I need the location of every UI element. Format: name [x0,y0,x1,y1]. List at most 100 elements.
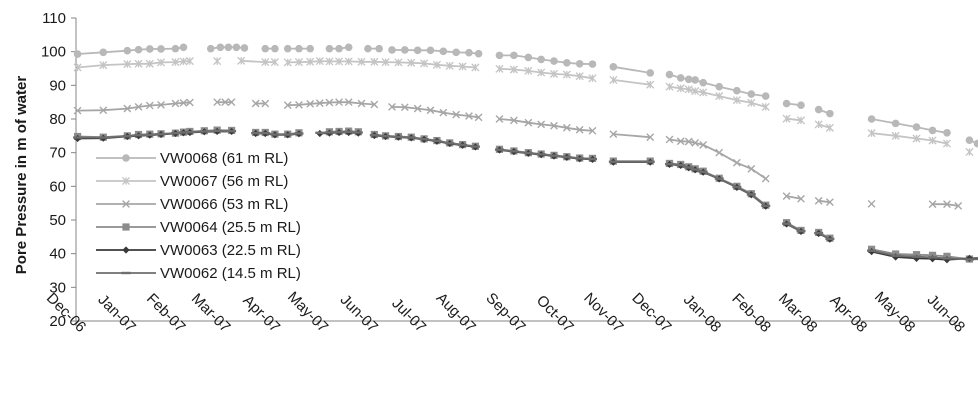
data-point [251,99,260,108]
data-point [206,44,215,53]
data-point [891,119,900,128]
data-point [213,57,222,66]
data-point [465,48,473,57]
data-point [867,115,876,123]
x-tick-label: Feb-07 [143,290,189,336]
x-tick-label: Jun-08 [924,291,968,335]
data-point [665,135,674,144]
data-point [185,98,194,107]
x-tick-label: Jun-07 [337,291,381,335]
data-point [509,65,518,74]
series-line-segment [499,118,593,132]
data-point [825,123,834,132]
legend-label: VW0066 (53 m RL) [160,196,288,213]
x-tick-label: Mar-07 [188,290,234,336]
x-tick-label: Apr-08 [826,292,870,336]
data-point [123,104,132,113]
data-point [747,90,756,98]
series-line-segment [669,163,767,207]
data-point [400,103,409,112]
data-point [388,46,396,54]
data-point [156,58,166,67]
data-point [646,69,655,77]
data-point [452,110,461,119]
x-tick-label: Jan-07 [94,291,138,335]
data-point [684,85,693,94]
data-point [732,96,741,105]
y-tick-label: 100 [41,44,66,61]
data-point [928,200,937,209]
data-point [227,98,236,107]
data-point [699,141,708,149]
data-point [216,43,225,52]
series-vw0067 [73,56,974,157]
data-point [325,44,334,53]
data-point [699,88,708,97]
data-point [335,98,343,107]
data-point [562,70,571,79]
data-point [145,45,154,53]
data-point [306,57,315,66]
y-tick-label: 20 [49,313,66,330]
data-point [413,104,422,113]
data-point [537,55,545,64]
data-point [439,47,448,56]
data-point [684,137,693,146]
data-point [782,192,791,200]
data-point [575,59,584,68]
data-point [814,120,823,129]
data-point [550,121,558,130]
data-point [965,136,974,145]
data-point [609,130,618,139]
x-tick-label: Oct-07 [533,292,577,336]
data-point [588,74,597,83]
data-point [471,63,480,72]
data-point [370,57,379,66]
data-point [943,200,951,209]
data-point [221,98,230,107]
data-point [145,59,154,68]
data-point [912,134,921,143]
legend-item: VW0068 (61 m RL) [96,150,288,167]
data-point [401,46,409,54]
data-point [954,201,963,210]
data-point [691,139,700,147]
data-point [942,139,952,148]
data-point [495,64,504,73]
data-point [796,116,806,125]
data-point [732,158,741,167]
data-point [344,43,353,52]
data-point [761,174,770,183]
legend-item: VW0062 (14.5 m RL) [96,265,301,282]
data-point [563,58,571,67]
data-point [283,101,292,110]
data-point [691,86,700,96]
data-point [912,251,921,259]
series-line-segment [613,79,651,86]
data-point [465,112,473,120]
data-point [232,43,241,52]
data-point [145,101,154,110]
x-tick-label: May-07 [284,288,331,335]
y-tick-label: 50 [49,212,66,229]
data-point [388,102,396,111]
legend-marker [122,223,130,231]
data-point [99,106,108,115]
legend-item: VW0066 (53 m RL) [96,196,288,213]
data-point [747,164,756,173]
legend-label: VW0067 (56 m RL) [160,173,288,190]
data-point [432,60,441,69]
data-point [715,148,724,157]
data-point [261,58,270,67]
data-point [575,125,584,134]
data-point [609,63,618,71]
data-point [943,129,951,137]
data-point [550,57,558,65]
data-point [609,75,618,85]
x-tick-label: Feb-08 [728,290,774,336]
data-point [928,136,937,145]
series-vw0068 [73,43,978,148]
data-point [123,46,132,55]
data-point [364,44,372,53]
data-point [495,51,504,60]
